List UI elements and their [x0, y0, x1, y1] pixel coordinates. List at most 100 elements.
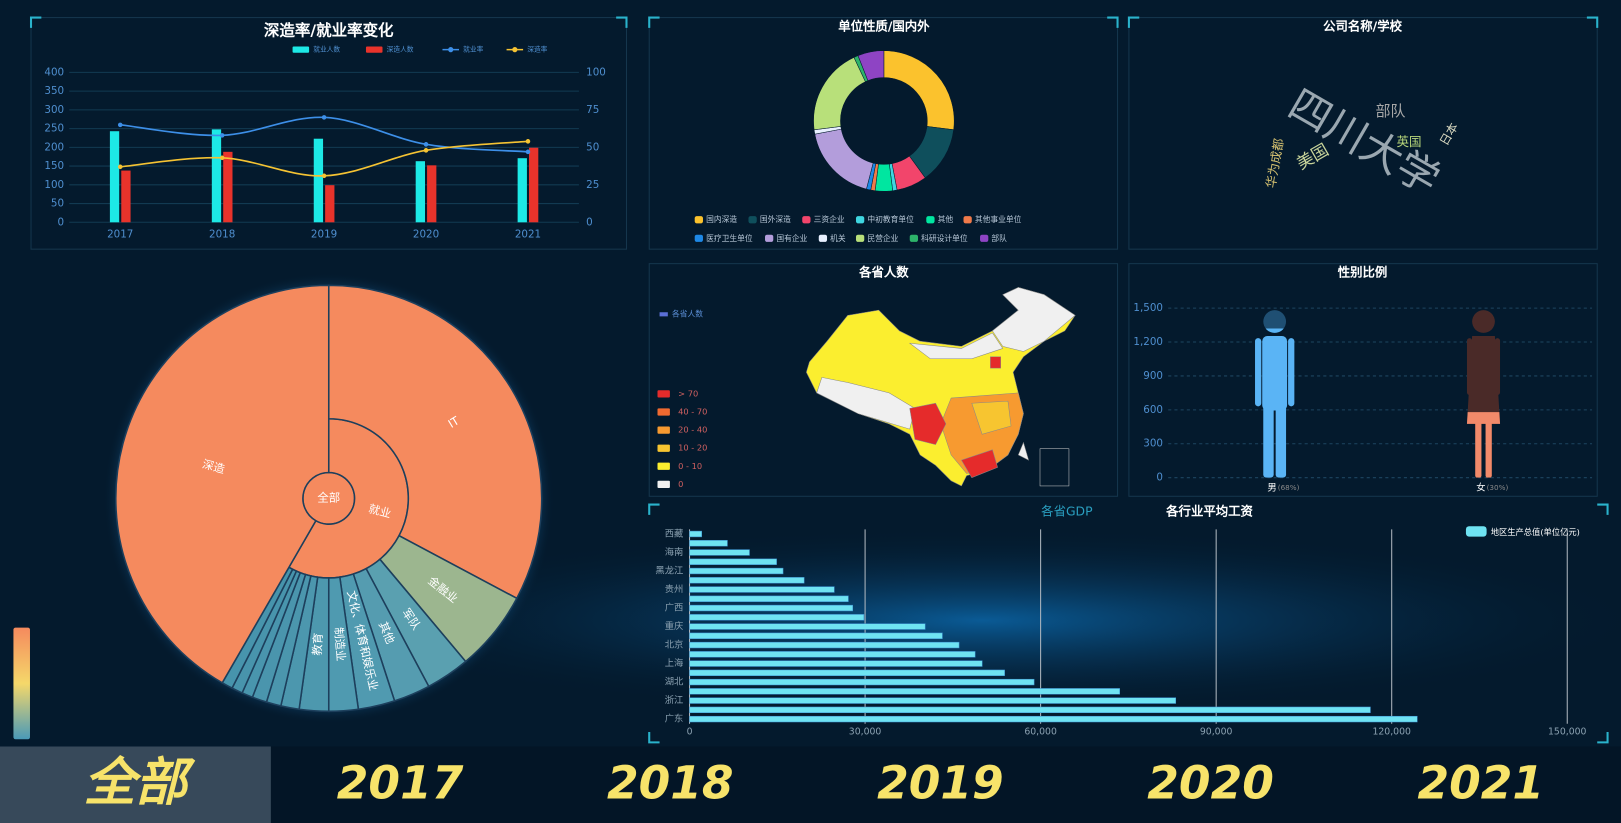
bar	[689, 549, 750, 556]
tab[interactable]: 2017	[337, 756, 464, 809]
figure-arm	[1494, 338, 1501, 395]
bar	[689, 632, 943, 639]
bar	[689, 660, 983, 667]
visual-map-swatch	[657, 390, 670, 398]
legend-label: 国外深造	[760, 214, 791, 224]
word: 英国	[1397, 134, 1422, 149]
y-tick-label: 广西	[665, 602, 684, 614]
legend-swatch	[512, 47, 518, 53]
map-region	[992, 287, 1076, 352]
sunburst-node	[327, 284, 543, 600]
figure-dress	[1466, 412, 1501, 424]
bar	[223, 151, 233, 223]
word: 部队	[1375, 102, 1405, 120]
line-point	[321, 173, 327, 179]
bar	[689, 641, 960, 649]
figure-leg	[1485, 421, 1492, 478]
legend-label: 就业人数	[313, 45, 340, 54]
y2-tick-label: 100	[586, 66, 606, 78]
share-label: (68%)	[1278, 483, 1300, 492]
category-label: 男	[1267, 483, 1276, 494]
chart-title: 性别比例	[1337, 264, 1388, 279]
visual-map-swatch	[657, 444, 670, 452]
figure-arm	[1255, 338, 1262, 407]
legend-swatch	[802, 216, 811, 224]
legend-label: 就业率	[463, 45, 483, 54]
x-tick-label: 90,000	[1200, 727, 1233, 738]
legend-label: 民营企业	[867, 233, 898, 243]
x-tick-label: 150,000	[1548, 727, 1587, 738]
legend-label: 国有企业	[776, 233, 807, 243]
bar	[325, 185, 335, 223]
tab[interactable]: 2019	[877, 756, 1004, 809]
figure-body	[1262, 336, 1288, 411]
background-glow	[310, 527, 1621, 714]
y-tick-label: 600	[1143, 404, 1163, 416]
sunburst-label: 深造	[201, 457, 227, 477]
x-tick-label: 120,000	[1372, 727, 1411, 738]
legend-swatch	[926, 216, 935, 224]
legend-swatch	[765, 234, 774, 242]
line-point	[219, 133, 225, 138]
legend-swatch	[980, 234, 989, 242]
bar	[689, 530, 702, 538]
tab-label[interactable]: 2018	[607, 756, 734, 809]
legend-swatch	[909, 234, 919, 242]
chart-title[interactable]: 各行业平均工资	[1165, 503, 1253, 518]
map-region	[816, 377, 916, 430]
line-point	[117, 122, 123, 128]
line-point	[423, 148, 429, 153]
y-tick-label: 1,200	[1133, 336, 1163, 348]
sunburst-label: 就业	[367, 501, 393, 520]
tab-label[interactable]: 2020	[1147, 756, 1274, 809]
tab[interactable]: 2020	[1147, 756, 1274, 809]
y-tick-label: 1,500	[1133, 302, 1163, 314]
legend-swatch	[694, 216, 703, 224]
china-map	[806, 287, 1076, 487]
legend-label: 其他事业单位	[975, 214, 1022, 224]
figure-arm	[1288, 338, 1295, 407]
legend-swatch	[818, 234, 828, 242]
x-tick-label: 0	[687, 727, 693, 738]
y-tick-label: 重庆	[665, 620, 684, 632]
bar	[689, 540, 728, 547]
visual-map-label: 10 - 20	[678, 443, 707, 453]
legend-label: 医疗卫生单位	[706, 233, 753, 243]
bar	[689, 697, 1177, 704]
y-tick-label: 北京	[665, 639, 684, 651]
chart-tab[interactable]: 各省GDP	[1041, 503, 1093, 518]
sunburst-label: 全部	[317, 490, 340, 504]
tab-label[interactable]: 2021	[1417, 756, 1544, 809]
figure-head	[1263, 310, 1287, 333]
line-point	[117, 164, 123, 170]
tab-label[interactable]: 全部	[84, 753, 196, 813]
tab[interactable]: 2018	[607, 756, 734, 809]
pictorial-bar	[1466, 412, 1501, 478]
line-point	[321, 115, 327, 120]
x-tick-label: 30,000	[849, 727, 882, 738]
tab-label[interactable]: 2017	[337, 756, 464, 809]
legend-swatch	[855, 234, 865, 242]
bar	[121, 170, 131, 223]
visual-map-label: 0	[678, 479, 683, 489]
sunburst-label: 制造业	[332, 627, 348, 662]
legend-swatch	[292, 46, 310, 53]
sunburst-node	[115, 284, 330, 684]
bar	[313, 138, 324, 223]
y-tick-label: 海南	[665, 546, 684, 558]
map-region	[961, 449, 998, 478]
visual-map-swatch	[657, 462, 670, 470]
tab[interactable]: 2021	[1417, 756, 1544, 809]
tab-label[interactable]: 2019	[877, 756, 1004, 809]
bar	[109, 131, 120, 223]
tab[interactable]: 全部	[0, 746, 271, 823]
map-region	[990, 356, 1001, 369]
tab-active-bg	[0, 746, 271, 823]
visual-map-label: > 70	[678, 388, 698, 398]
legend-label: 三资企业	[814, 214, 845, 224]
y-tick-label: 湖北	[665, 677, 684, 688]
y-tick-label: 300	[1143, 438, 1163, 450]
bar	[689, 706, 1371, 714]
y2-tick-label: 25	[586, 179, 599, 191]
